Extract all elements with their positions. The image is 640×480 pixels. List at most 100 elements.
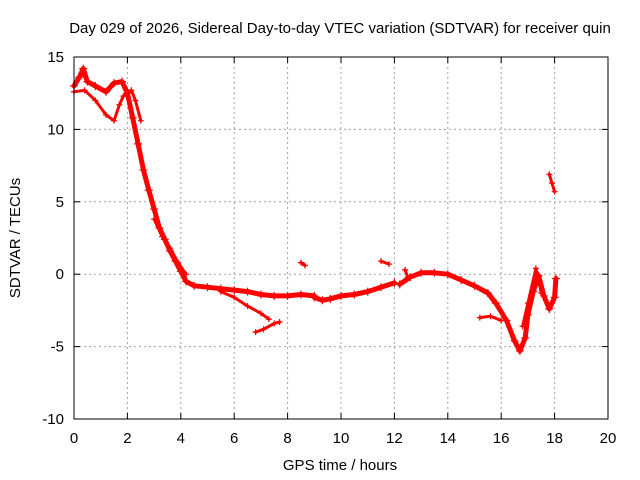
series-line — [254, 320, 282, 334]
data-point — [457, 275, 466, 284]
data-point — [102, 87, 111, 96]
x-tick-label: 8 — [283, 430, 291, 447]
data-point — [150, 205, 159, 214]
axis-ticks — [73, 56, 609, 420]
data-point — [378, 258, 385, 265]
series-afternoon-mid-branch — [519, 265, 545, 330]
x-tick-label: 0 — [70, 430, 78, 447]
data-point — [491, 299, 500, 308]
x-tick-labels: 0 2 4 6 8 10 12 14 16 18 20 — [70, 430, 617, 447]
series-line — [521, 266, 543, 328]
data-point — [217, 288, 224, 295]
series-low-segment — [252, 318, 283, 336]
data-point — [430, 268, 439, 277]
data-point — [545, 304, 554, 313]
data-point — [498, 317, 505, 324]
data-point — [337, 291, 345, 300]
y-tick-label: 10 — [47, 121, 64, 138]
data-point — [326, 294, 335, 303]
data-point — [110, 79, 119, 88]
data-point — [244, 303, 251, 310]
data-point — [118, 77, 127, 86]
data-point — [390, 278, 399, 287]
data-point — [404, 274, 411, 281]
data-point — [546, 171, 553, 178]
data-point — [175, 259, 182, 266]
data-point — [550, 293, 559, 302]
chart-title: Day 029 of 2026, Sidereal Day-to-day VTE… — [69, 20, 611, 37]
data-point — [81, 87, 88, 94]
grid-lines — [74, 57, 608, 419]
data-point — [476, 314, 483, 321]
data-point — [417, 268, 426, 277]
series-segment-8h — [297, 259, 308, 269]
data-point — [182, 277, 191, 286]
data-point — [128, 87, 135, 94]
data-point — [510, 336, 519, 345]
data-point — [519, 323, 526, 330]
data-point — [139, 165, 148, 174]
x-axis-label: GPS time / hours — [283, 457, 397, 474]
data-point — [132, 97, 139, 104]
data-point — [144, 186, 153, 195]
data-point — [296, 290, 305, 299]
series-segment-12-5h — [402, 266, 411, 281]
data-point — [551, 274, 560, 283]
data-point — [377, 283, 386, 292]
data-point — [75, 73, 84, 82]
x-tick-label: 6 — [230, 430, 238, 447]
data-point — [91, 81, 100, 90]
data-point — [256, 290, 265, 299]
x-tick-label: 10 — [333, 430, 350, 447]
data-point — [79, 64, 88, 73]
series-segment-11-6h — [378, 258, 393, 268]
x-tick-label: 16 — [493, 430, 510, 447]
y-tick-label: 0 — [56, 266, 64, 283]
series-afternoon-low-branch — [476, 313, 505, 324]
x-tick-label: 18 — [546, 430, 563, 447]
data-point — [190, 281, 199, 290]
x-tick-label: 12 — [386, 430, 403, 447]
data-point — [524, 300, 531, 307]
data-point — [350, 290, 359, 299]
data-point — [260, 326, 267, 333]
data-point — [151, 216, 158, 223]
data-point — [283, 291, 292, 300]
data-point — [120, 93, 127, 100]
data-point — [301, 262, 308, 269]
data-point — [111, 117, 118, 124]
x-tick-label: 20 — [600, 430, 617, 447]
data-point — [271, 320, 278, 327]
data-point — [548, 179, 555, 186]
data-point — [231, 294, 238, 301]
data-point — [83, 77, 92, 86]
series-descending-branch — [151, 216, 190, 278]
y-tick-label: -10 — [42, 411, 64, 428]
data-point — [270, 291, 279, 300]
data-point — [134, 139, 143, 148]
data-point — [243, 287, 252, 296]
data-point — [551, 188, 558, 195]
x-tick-label: 2 — [123, 430, 131, 447]
data-series — [70, 64, 560, 355]
data-point — [116, 101, 123, 108]
data-point — [230, 286, 239, 295]
data-point — [532, 265, 539, 272]
data-point — [318, 296, 327, 305]
data-point — [137, 117, 144, 124]
data-point — [470, 281, 479, 290]
data-point — [203, 283, 212, 292]
y-tick-label: 5 — [56, 194, 64, 211]
y-tick-label: 15 — [47, 49, 64, 66]
data-point — [310, 293, 319, 302]
data-point — [443, 270, 452, 279]
x-tick-label: 14 — [439, 430, 456, 447]
data-point — [395, 280, 404, 289]
data-point — [159, 233, 166, 240]
data-point — [103, 111, 110, 118]
data-point — [402, 266, 409, 273]
data-point — [92, 97, 99, 104]
series-upper-branch — [71, 87, 144, 124]
data-point — [538, 290, 545, 297]
